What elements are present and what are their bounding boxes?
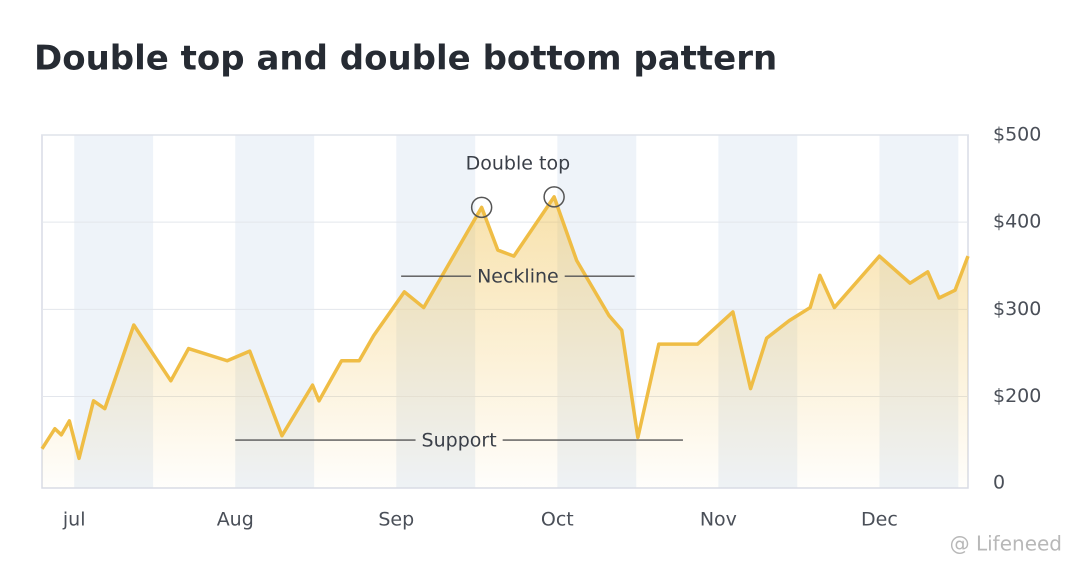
y-tick-label: $200 [993, 385, 1041, 407]
watermark: @ Lifeneed [950, 532, 1062, 556]
x-tick-label: Aug [217, 509, 254, 531]
x-tick-label: Sep [378, 509, 414, 531]
area [42, 196, 968, 488]
x-tick-label: jul [62, 509, 86, 531]
y-tick-label: $400 [993, 211, 1041, 233]
y-axis-bottom-label: 0 [993, 472, 1005, 494]
chart-title: Double top and double bottom pattern [34, 39, 777, 79]
x-tick-label: Dec [861, 509, 898, 531]
x-tick-label: Nov [700, 509, 737, 531]
annotation-label: Double top [466, 153, 571, 175]
line [40, 195, 970, 461]
highlight-marker [470, 196, 493, 219]
y-tick-label: $300 [993, 298, 1041, 320]
annotation-label: Support [422, 430, 497, 452]
highlight-marker [543, 186, 565, 208]
y-tick-label: $500 [993, 124, 1041, 146]
x-tick-label: Oct [541, 509, 574, 531]
annotation-label: Neckline [477, 266, 559, 288]
